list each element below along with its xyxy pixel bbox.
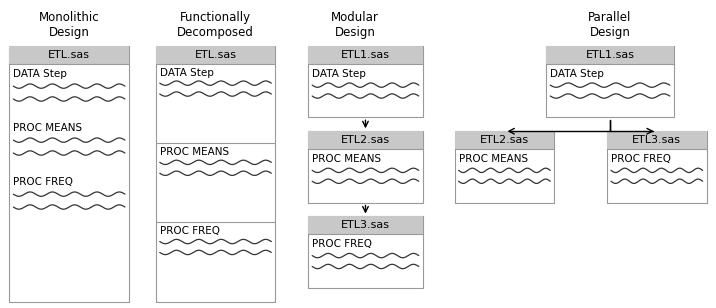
- Text: Functionally
Decomposed: Functionally Decomposed: [177, 11, 254, 39]
- Bar: [607, 131, 707, 149]
- Text: PROC FREQ: PROC FREQ: [160, 226, 220, 236]
- Text: DATA Step: DATA Step: [14, 69, 67, 79]
- Text: ETL1.sas: ETL1.sas: [341, 50, 390, 60]
- Bar: [455, 131, 554, 149]
- Text: ETL.sas: ETL.sas: [195, 50, 236, 60]
- Text: PROC MEANS: PROC MEANS: [312, 154, 382, 164]
- Bar: [308, 46, 422, 64]
- Text: Parallel
Design: Parallel Design: [589, 11, 632, 39]
- Bar: [308, 131, 422, 149]
- Text: DATA Step: DATA Step: [160, 68, 213, 78]
- Bar: [9, 46, 129, 302]
- Text: ETL.sas: ETL.sas: [48, 50, 90, 60]
- Text: PROC FREQ: PROC FREQ: [312, 239, 372, 249]
- Text: PROC MEANS: PROC MEANS: [160, 147, 229, 157]
- Text: PROC FREQ: PROC FREQ: [611, 154, 671, 164]
- Text: PROC FREQ: PROC FREQ: [14, 177, 73, 187]
- Text: PROC MEANS: PROC MEANS: [459, 154, 528, 164]
- Text: ETL3.sas: ETL3.sas: [341, 220, 390, 230]
- Text: PROC MEANS: PROC MEANS: [14, 123, 82, 133]
- Text: Monolithic
Design: Monolithic Design: [39, 11, 100, 39]
- Bar: [546, 46, 674, 64]
- Bar: [308, 217, 422, 234]
- Text: DATA Step: DATA Step: [312, 69, 366, 79]
- Text: Modular
Design: Modular Design: [331, 11, 379, 39]
- Bar: [156, 46, 276, 302]
- Bar: [156, 46, 276, 64]
- Text: ETL2.sas: ETL2.sas: [341, 135, 390, 145]
- Bar: [455, 131, 554, 203]
- Text: DATA Step: DATA Step: [551, 69, 604, 79]
- Bar: [308, 217, 422, 288]
- Bar: [308, 46, 422, 117]
- Text: ETL1.sas: ETL1.sas: [586, 50, 634, 60]
- Bar: [9, 46, 129, 64]
- Bar: [607, 131, 707, 203]
- Text: ETL2.sas: ETL2.sas: [480, 135, 529, 145]
- Text: ETL3.sas: ETL3.sas: [632, 135, 682, 145]
- Bar: [308, 131, 422, 203]
- Bar: [546, 46, 674, 117]
